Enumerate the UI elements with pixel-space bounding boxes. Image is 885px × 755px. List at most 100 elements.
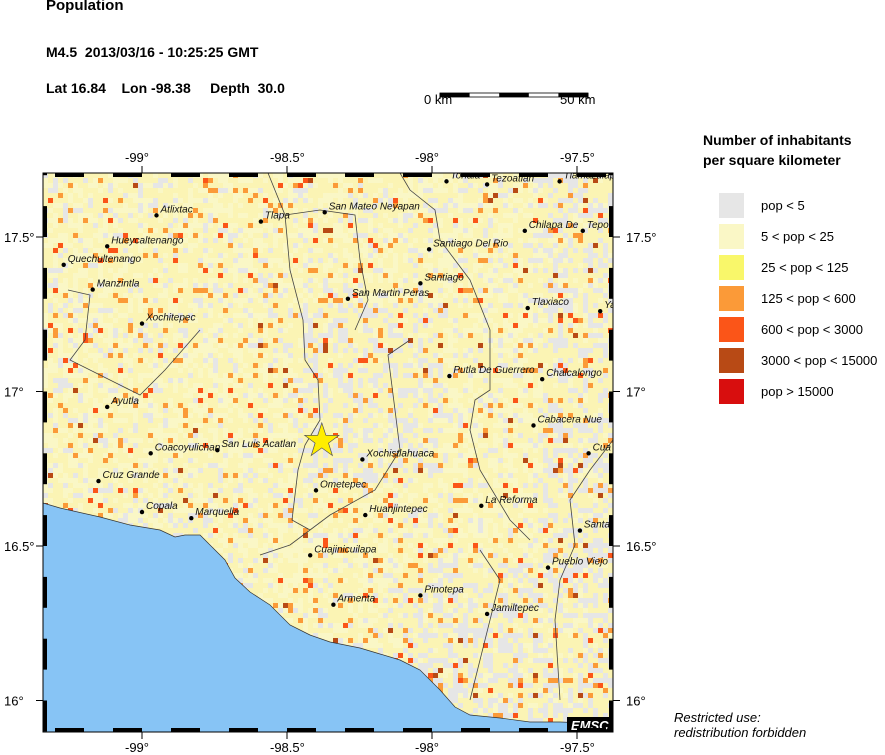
city: San Mateo Neyapan [322,201,421,215]
city-dot [540,376,545,382]
city-label: Pueblo Viejo [552,557,608,568]
city-label: Cabacera Nue [538,414,603,425]
city-dot [360,457,365,462]
city: Putla De Guerrero [447,365,535,379]
city-label: San Mateo Neyapan [329,201,421,212]
usage-notice: Restricted use: redistribution forbidden [674,710,806,740]
city: Marquelia [189,507,240,521]
city-dot [418,281,423,286]
city-label: Ya [604,300,616,311]
lat-tick-label-right: 16.5° [626,539,657,554]
city-label: La Reforma [485,495,538,506]
city-dot [105,244,110,249]
lat-tick-label-left: 17.5° [4,230,35,245]
city: Xochitepec [139,313,195,326]
city-dot [313,488,319,493]
city-dot [148,451,153,456]
city-dot [447,373,452,379]
city-dot [426,247,432,252]
city-dot [586,451,591,456]
city: Tezoatlan [484,173,535,187]
legend-label: pop > 15000 [761,384,834,399]
lat-tick-label-right: 17° [626,385,646,400]
city-label: Pinotepa [424,584,464,595]
city-dot [345,296,351,301]
city-dot [557,179,562,184]
legend-title: Number of inhabitants per square kilomet… [703,130,852,170]
usage-notice-line1: Restricted use: [674,710,761,725]
city: Chalcalongo [540,368,602,382]
city-label: Coacoyulichan [155,442,221,453]
city-markers: Tonala Tezoatlan Tlamazulap Atlixtac Tlapa Sa… [61,170,616,617]
city-label: Tonala [451,170,481,181]
legend-label: 5 < pop < 25 [761,229,835,244]
city-dot [154,213,159,218]
city-label: Marquelia [195,507,239,518]
legend-title-line1: Number of inhabitants [703,132,852,148]
city: Huanjintepec [363,504,428,518]
city-label: Santa [584,520,611,531]
city-dot [418,593,423,598]
legend-item: pop < 5 [719,193,805,218]
city: Jamiltepec [484,603,539,617]
scale-end-label: 50 km [560,92,595,107]
scale-start-label: 0 km [424,92,452,107]
city: Ya [598,300,616,314]
city: Ometepec [313,479,366,493]
city-dot [61,262,66,268]
lat-tick-label-left: 16.5° [4,539,35,554]
city-dot [577,528,583,533]
city-dot [484,182,490,187]
lat-tick-label-left: 17° [4,385,24,400]
city: Coacoyulichan [148,442,221,456]
city-label: Atlixtac [160,204,193,215]
epicenter-star-icon [303,421,340,457]
city-dot [258,219,264,224]
city-label: Chilapa De [529,220,579,231]
legend-label: 600 < pop < 3000 [761,322,863,337]
city-dot [363,512,368,518]
city-dot [139,509,145,515]
city: Chilapa De [522,220,579,234]
lat-tick-label-left: 16° [4,694,24,709]
lon-tick-label-top: -98° [415,150,439,165]
city-label: San Luis Acatlan [221,439,296,450]
ocean [43,502,613,732]
lon-tick-label-top: -97.5° [560,150,595,165]
city-label: Jamiltepec [490,603,539,614]
city: Xochistlahuaca [360,448,435,462]
legend-swatch [719,255,744,280]
legend-label: 25 < pop < 125 [761,260,849,275]
legend-title-line2: per square kilometer [703,152,841,168]
city-label: Xochistlahuaca [365,448,434,459]
city-label: Cuajinicuilapa [314,544,377,555]
lon-tick-label-bottom: -98.5° [270,740,305,755]
legend-label: pop < 5 [761,198,805,213]
city: Tepo [580,220,609,234]
city-label: Tepo [587,220,609,231]
city: Tonala [444,170,481,184]
city-label: Chalcalongo [546,368,602,379]
legend-swatch [719,317,744,342]
city: Cruz Grande [96,470,160,484]
city-dot [96,478,101,484]
city: Santiago Del Rio [426,238,509,252]
legend-swatch [719,286,744,311]
legend-swatch [719,224,744,249]
city: Tlamazulap [557,173,613,184]
city-dot [139,321,145,326]
legend-swatch [719,348,744,373]
city-dot [545,565,551,570]
city: Ayutla [105,396,139,410]
city: Cua [586,442,611,456]
page-title: Population [46,0,124,14]
legend-item: 25 < pop < 125 [719,255,848,280]
city-label: Tezoatlan [491,173,534,184]
city-label: Huanjintepec [369,504,427,515]
city-label: Manzintla [97,279,140,290]
city: Pinotepa [418,584,464,598]
city: Copala [139,501,178,515]
city-dot [189,515,194,521]
city-label: Xochitepec [145,313,195,324]
city: Manzintla [90,279,140,292]
